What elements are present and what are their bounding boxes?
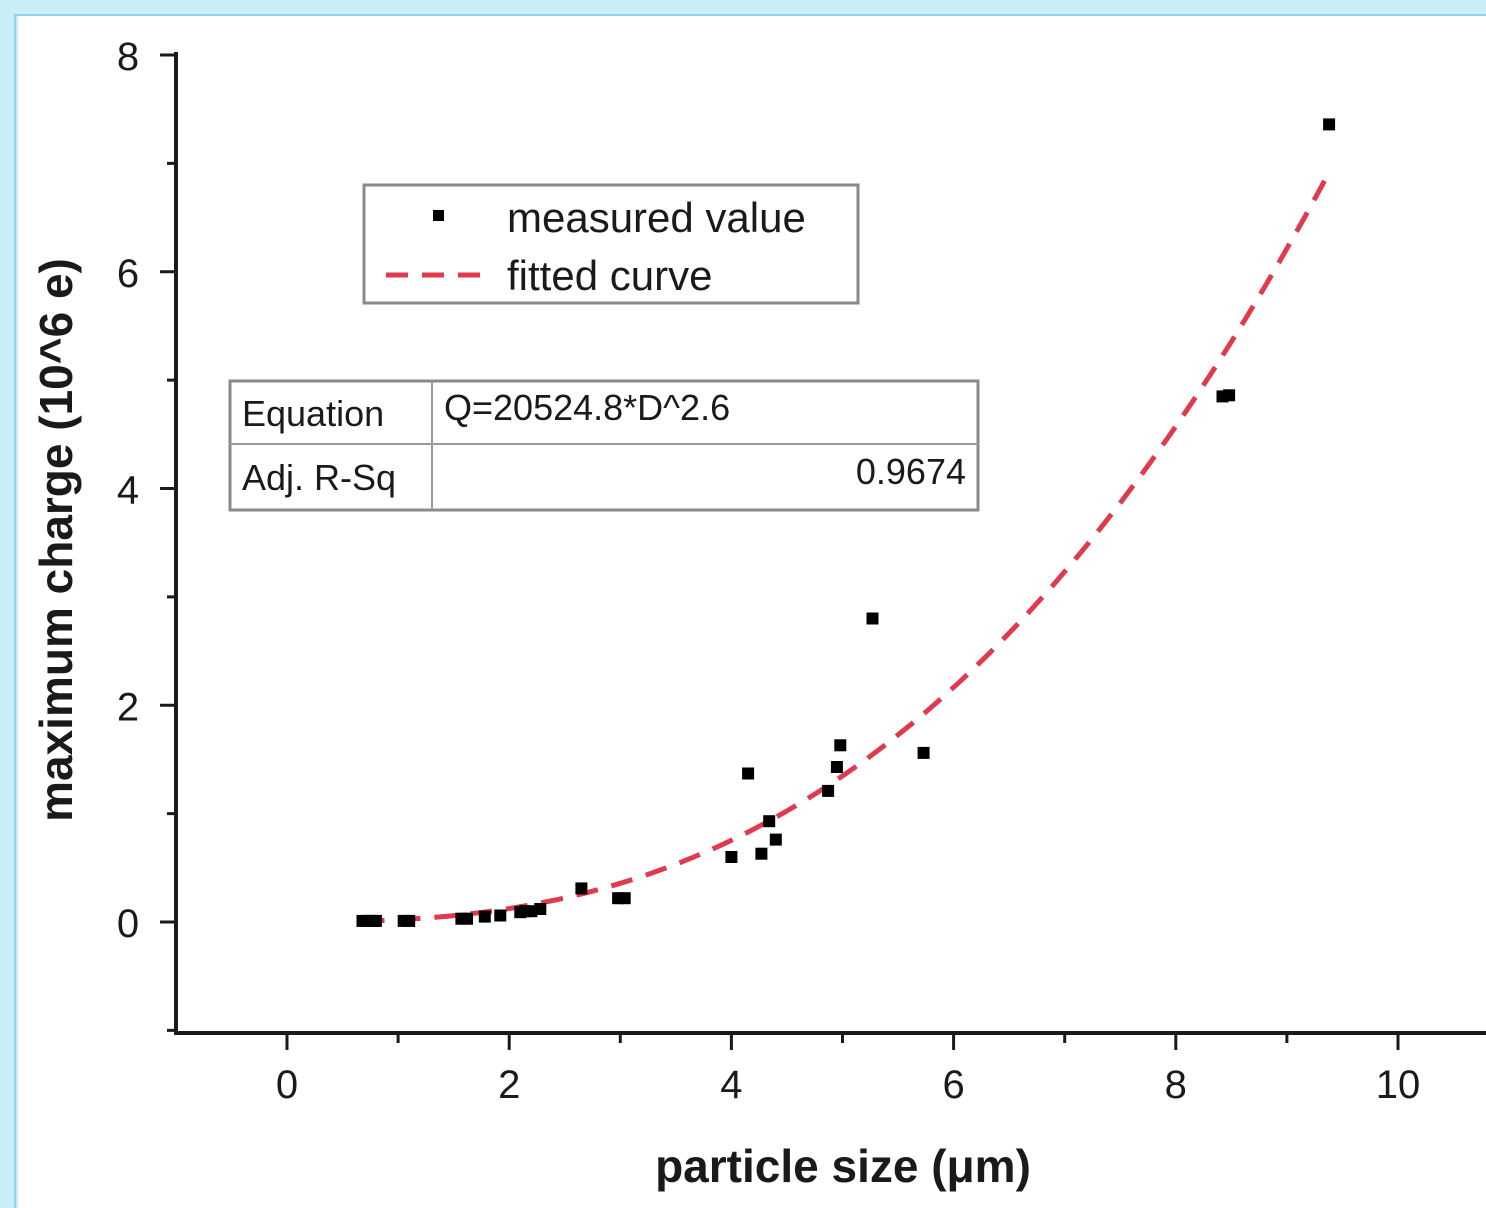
data-point — [763, 815, 776, 828]
data-point — [575, 882, 588, 895]
data-point — [494, 909, 507, 922]
data-point — [403, 914, 416, 927]
data-point — [1223, 389, 1236, 402]
adj-r-squared-value: 0.9674 — [856, 451, 966, 492]
data-point — [822, 784, 835, 797]
x-tick-label: 8 — [1165, 1063, 1187, 1107]
y-tick-label: 0 — [117, 902, 139, 946]
data-point — [461, 912, 473, 925]
y-axis-title: maximum charge (10^6 e) — [30, 258, 82, 822]
window-left-border — [14, 14, 16, 1208]
axis-tick-labels: 0 2 4 6 8 10 0 2 4 6 8 — [117, 35, 1420, 1107]
equation-value: Q=20524.8*D^2.6 — [444, 387, 730, 428]
window-top-edge — [0, 0, 1486, 16]
axis-ticks — [160, 53, 1400, 1050]
legend-box — [362, 183, 860, 305]
y-tick-label: 6 — [117, 252, 139, 296]
equation-label: Equation — [242, 393, 384, 434]
data-point — [834, 739, 847, 752]
axes — [174, 52, 1486, 1035]
legend-label-fitted: fitted curve — [507, 252, 712, 299]
x-tick-label: 4 — [720, 1063, 742, 1107]
legend-label-measured: measured value — [507, 194, 806, 241]
y-tick-label: 2 — [117, 685, 139, 729]
x-tick-label: 10 — [1376, 1063, 1421, 1107]
data-point — [866, 612, 879, 625]
data-point — [769, 833, 782, 846]
x-axis-title: particle size (μm) — [655, 1140, 1031, 1192]
y-tick-label: 4 — [117, 469, 139, 513]
data-point — [369, 914, 382, 927]
data-point — [1323, 118, 1336, 131]
adj-r-squared-label: Adj. R-Sq — [242, 457, 396, 498]
fit-table-box — [228, 379, 980, 512]
window-left-edge — [0, 0, 18, 1208]
window-top-border — [14, 14, 1486, 16]
data-point — [534, 903, 547, 915]
data-point — [755, 847, 768, 860]
legend: measured value fitted curve — [362, 183, 860, 305]
x-tick-label: 6 — [942, 1063, 964, 1107]
data-point — [725, 851, 738, 863]
data-point — [478, 910, 491, 923]
x-tick-label: 0 — [276, 1063, 298, 1107]
data-point — [830, 761, 843, 773]
measured-points — [356, 118, 1336, 927]
legend-marker-measured — [433, 210, 444, 221]
data-point — [917, 746, 930, 759]
fit-parameters-table: Equation Q=20524.8*D^2.6 Adj. R-Sq 0.967… — [228, 379, 980, 512]
data-point — [618, 892, 631, 905]
y-tick-label: 8 — [117, 35, 139, 79]
data-point — [742, 767, 755, 780]
x-tick-label: 2 — [498, 1063, 520, 1107]
